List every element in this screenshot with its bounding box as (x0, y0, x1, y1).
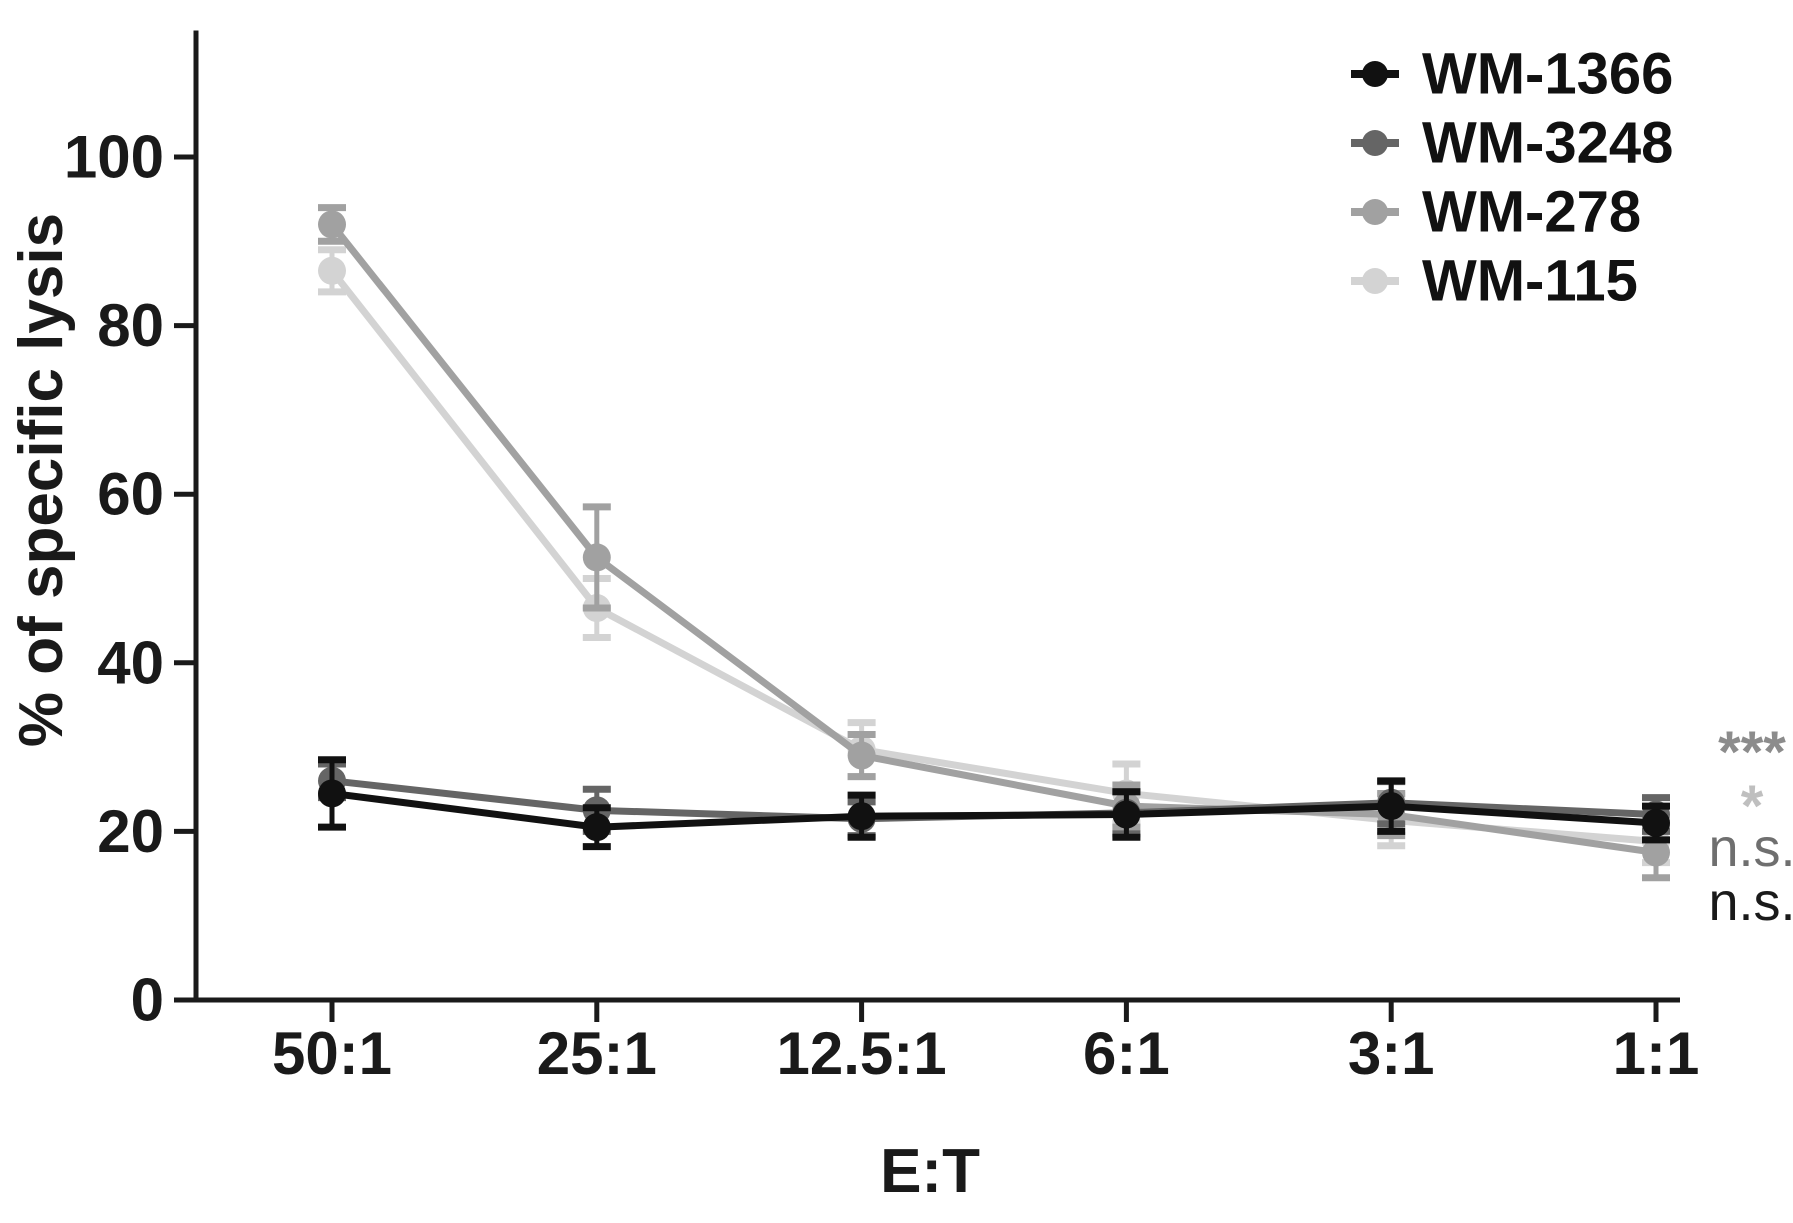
x-tick-label: 12.5:1 (777, 1020, 947, 1087)
data-point-marker (582, 813, 611, 842)
series-line (329, 222, 1657, 856)
significance-label: n.s. (1708, 818, 1793, 878)
legend-item-wm-278: WM-278 (1351, 180, 1641, 245)
data-point-marker (1377, 792, 1406, 821)
legend-label: WM-115 (1422, 249, 1638, 314)
series-wm-1366 (318, 756, 1670, 851)
data-point-marker (318, 779, 346, 808)
data-point-marker (847, 802, 876, 831)
series-line (329, 268, 1657, 846)
legend-marker-icon (1362, 61, 1388, 87)
significance-annotations: ****n.s.n.s. (1708, 720, 1793, 932)
legend-label: WM-3248 (1422, 111, 1673, 176)
data-point-marker (318, 256, 346, 285)
y-axis-title: % of specific lysis (7, 213, 76, 747)
y-tick-label: 40 (97, 629, 164, 696)
y-tick-label: 0 (131, 967, 164, 1034)
significance-label: n.s. (1708, 872, 1793, 932)
data-point-marker (318, 210, 346, 239)
legend-label: WM-1366 (1422, 42, 1673, 107)
legend-item-wm-115: WM-115 (1351, 249, 1638, 314)
x-tick-group: 50:1 25:1 12.5:1 6:1 3:1 1:1 (272, 1000, 1699, 1087)
x-tick-label: 6:1 (1083, 1020, 1170, 1087)
y-tick-group: 0 20 40 60 80 100 (64, 124, 196, 1034)
axes (193, 30, 1680, 1003)
legend-item-wm-1366: WM-1366 (1351, 42, 1673, 107)
series-wm-278 (318, 204, 1670, 882)
series-line (331, 789, 1657, 831)
x-axis-title: E:T (880, 1137, 980, 1206)
data-point-marker (1642, 808, 1670, 837)
legend-marker-icon (1362, 130, 1388, 156)
y-tick-label: 80 (97, 292, 164, 359)
x-tick-label: 3:1 (1348, 1020, 1435, 1087)
data-point-marker (582, 543, 611, 572)
data-point-marker (1112, 800, 1141, 829)
data-point-marker (1642, 838, 1670, 867)
legend-item-wm-3248: WM-3248 (1351, 111, 1673, 176)
significance-label: *** (1718, 720, 1786, 785)
significance-label: * (1741, 774, 1764, 839)
y-tick-label: 100 (64, 124, 164, 191)
x-tick-label: 50:1 (272, 1020, 392, 1087)
legend-label: WM-278 (1422, 180, 1641, 245)
y-tick-label: 60 (97, 461, 164, 528)
legend-marker-icon (1362, 199, 1388, 225)
x-tick-label: 25:1 (537, 1020, 657, 1087)
y-tick-label: 20 (97, 798, 164, 865)
series-wm-115 (318, 246, 1670, 867)
legend-marker-icon (1362, 268, 1388, 294)
data-point-marker (847, 741, 876, 770)
x-tick-label: 1:1 (1613, 1020, 1700, 1087)
